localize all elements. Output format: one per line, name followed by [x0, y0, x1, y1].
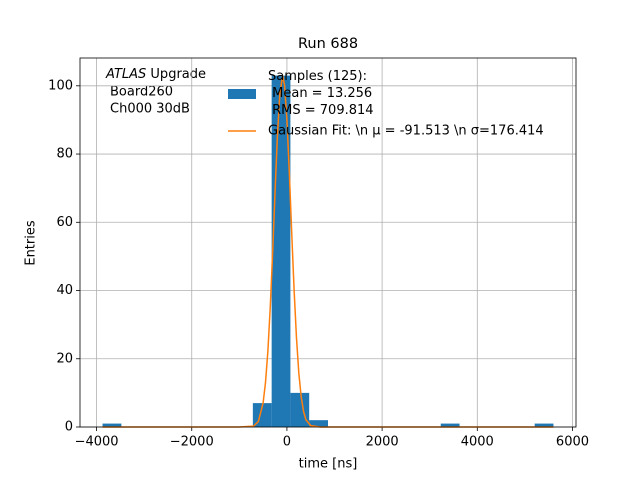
annotation-text: Board260 — [110, 85, 173, 100]
bar — [440, 423, 460, 427]
bar — [534, 423, 554, 427]
y-tick-label: 20 — [56, 351, 73, 366]
x-tick-label: −2000 — [170, 435, 214, 450]
legend-label: Gaussian Fit: \n μ = -91.513 \n σ=176.41… — [268, 124, 544, 139]
x-tick-label: 0 — [283, 435, 291, 450]
legend-swatch — [228, 89, 256, 99]
bar — [252, 403, 272, 427]
legend-line: Mean = 13.256 — [268, 86, 372, 101]
y-tick-label: 0 — [65, 420, 73, 435]
fit-line — [102, 75, 554, 428]
bar — [309, 420, 328, 427]
x-tick-label: −4000 — [75, 435, 119, 450]
x-axis-label: time [ns] — [299, 457, 358, 472]
y-axis-label: Entries — [24, 220, 39, 266]
chart-title: Run 688 — [298, 36, 358, 52]
x-tick-label: 4000 — [461, 435, 494, 450]
legend-line: Samples (125): — [268, 69, 367, 84]
bar — [102, 423, 122, 427]
x-tick-label: 2000 — [366, 435, 399, 450]
y-tick-label: 60 — [56, 215, 73, 230]
annotation-text: ATLAS — [105, 67, 146, 82]
legend-label: Samples (125): Mean = 13.256 RMS = 709.8… — [268, 69, 374, 118]
annotation-text: Ch000 30dB — [110, 102, 190, 117]
bar — [290, 392, 310, 427]
annotation-text: Upgrade — [150, 67, 206, 82]
x-tick-label: 6000 — [556, 435, 589, 450]
y-tick-label: 40 — [56, 283, 73, 298]
y-tick-label: 100 — [48, 78, 73, 93]
legend-line: RMS = 709.814 — [268, 103, 374, 118]
y-tick-label: 80 — [56, 147, 73, 162]
annotation: ATLAS Upgrade — [105, 67, 206, 82]
plot-frame — [79, 57, 577, 428]
